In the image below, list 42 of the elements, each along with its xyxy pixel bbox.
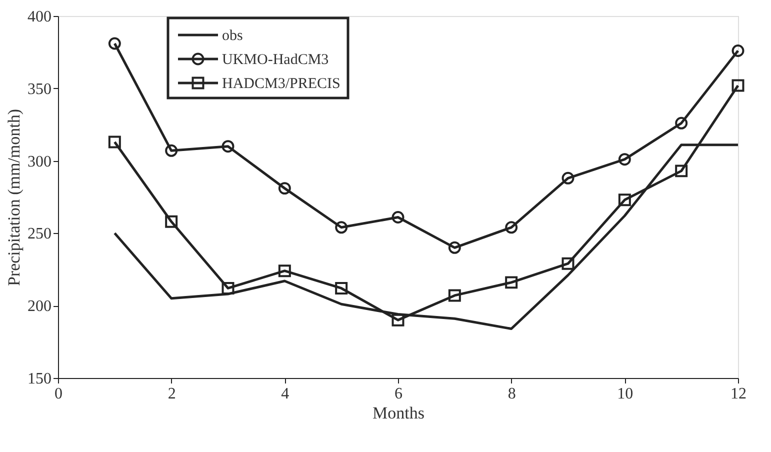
point <box>505 276 518 289</box>
y-tick-label: 350 <box>28 80 52 98</box>
point <box>732 44 744 57</box>
point <box>278 264 291 278</box>
legend-label: HADCM3/PRECIS <box>222 76 340 92</box>
point <box>165 215 178 228</box>
y-tick-label: 250 <box>28 226 52 243</box>
x-tick-label: 4 <box>281 386 290 402</box>
x-tick-label: 10 <box>617 386 634 402</box>
point <box>732 79 744 92</box>
y-tick-label: 300 <box>28 153 52 170</box>
x-tick-label: 2 <box>168 386 176 402</box>
point <box>278 182 291 195</box>
y-tick-label: 150 <box>28 370 52 388</box>
point <box>618 194 631 206</box>
point <box>222 140 234 153</box>
x-axis-title: Months <box>372 404 424 422</box>
point <box>335 221 348 234</box>
point <box>165 144 178 157</box>
point <box>618 153 631 166</box>
y-axis-title: Precipitation (mm/month) <box>4 108 24 286</box>
y-tick-label: 200 <box>28 298 52 316</box>
legend-label: UKMO-HadCM3 <box>222 52 329 68</box>
point <box>562 257 574 270</box>
point <box>675 116 688 130</box>
x-tick-label: 0 <box>54 386 62 402</box>
point <box>505 221 518 234</box>
point <box>562 172 574 184</box>
point <box>392 314 404 326</box>
point <box>448 241 461 254</box>
point <box>108 37 121 50</box>
point <box>335 282 348 294</box>
point <box>675 164 688 178</box>
y-tick-label: 400 <box>28 8 52 26</box>
x-tick-label: 6 <box>394 386 402 402</box>
point <box>448 289 461 302</box>
point <box>392 211 404 224</box>
legend-label: obs <box>222 28 243 44</box>
x-tick-label: 8 <box>508 386 516 402</box>
point <box>222 282 234 294</box>
x-tick-label: 12 <box>730 386 746 402</box>
point <box>108 136 121 148</box>
